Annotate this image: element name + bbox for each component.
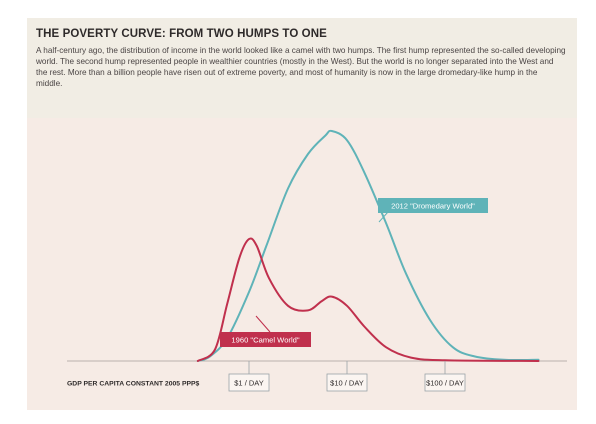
header-panel: THE POVERTY CURVE: FROM TWO HUMPS TO ONE…	[27, 18, 577, 118]
x-tick-box	[228, 373, 270, 392]
x-tick-box	[326, 373, 368, 392]
x-tick-label: $10 / DAY	[330, 379, 364, 388]
series-label-box-camel	[220, 332, 311, 347]
infographic-card: THE POVERTY CURVE: FROM TWO HUMPS TO ONE…	[27, 18, 577, 410]
series-line-camel	[196, 237, 540, 362]
series-label-leader-camel	[255, 315, 271, 333]
x-tick-label: $100 / DAY	[426, 379, 464, 388]
chart-description: A half-century ago, the distribution of …	[36, 46, 566, 88]
poverty-curve-chart: 2012 "Dromedary World" 1960 "Camel World"…	[67, 129, 567, 392]
series-label-camel: 1960 "Camel World"	[231, 336, 299, 345]
x-axis-title: GDP PER CAPITA CONSTANT 2005 PPP$	[67, 381, 200, 388]
x-tick-label: $1 / DAY	[234, 379, 263, 388]
x-tick-box	[424, 373, 466, 392]
series-label-dromedary: 2012 "Dromedary World"	[391, 202, 475, 211]
chart-title: THE POVERTY CURVE: FROM TWO HUMPS TO ONE	[36, 28, 327, 40]
series-line-dromedary	[196, 129, 540, 362]
series-label-leader-dromedary	[378, 211, 389, 223]
series-label-box-dromedary	[378, 198, 488, 213]
plot-area: 2012 "Dromedary World" 1960 "Camel World"…	[27, 118, 577, 410]
